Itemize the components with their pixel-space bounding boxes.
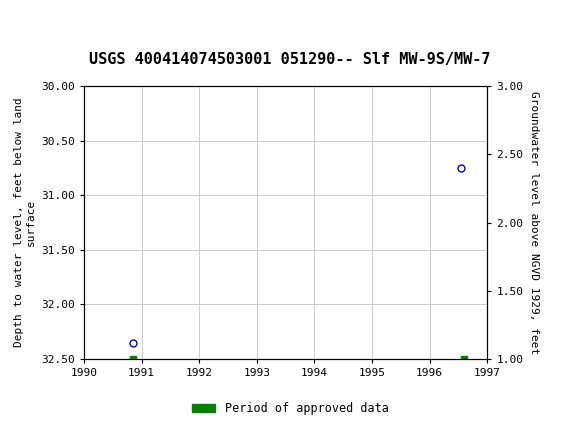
Text: USGS 400414074503001 051290-- Slf MW-9S/MW-7: USGS 400414074503001 051290-- Slf MW-9S/… bbox=[89, 52, 491, 67]
Bar bbox=[6, 2, 29, 34]
Y-axis label: Depth to water level, feet below land
surface: Depth to water level, feet below land su… bbox=[14, 98, 36, 347]
Legend: Period of approved data: Period of approved data bbox=[187, 397, 393, 420]
Y-axis label: Groundwater level above NGVD 1929, feet: Groundwater level above NGVD 1929, feet bbox=[529, 91, 539, 354]
Text: USGS: USGS bbox=[67, 9, 122, 27]
